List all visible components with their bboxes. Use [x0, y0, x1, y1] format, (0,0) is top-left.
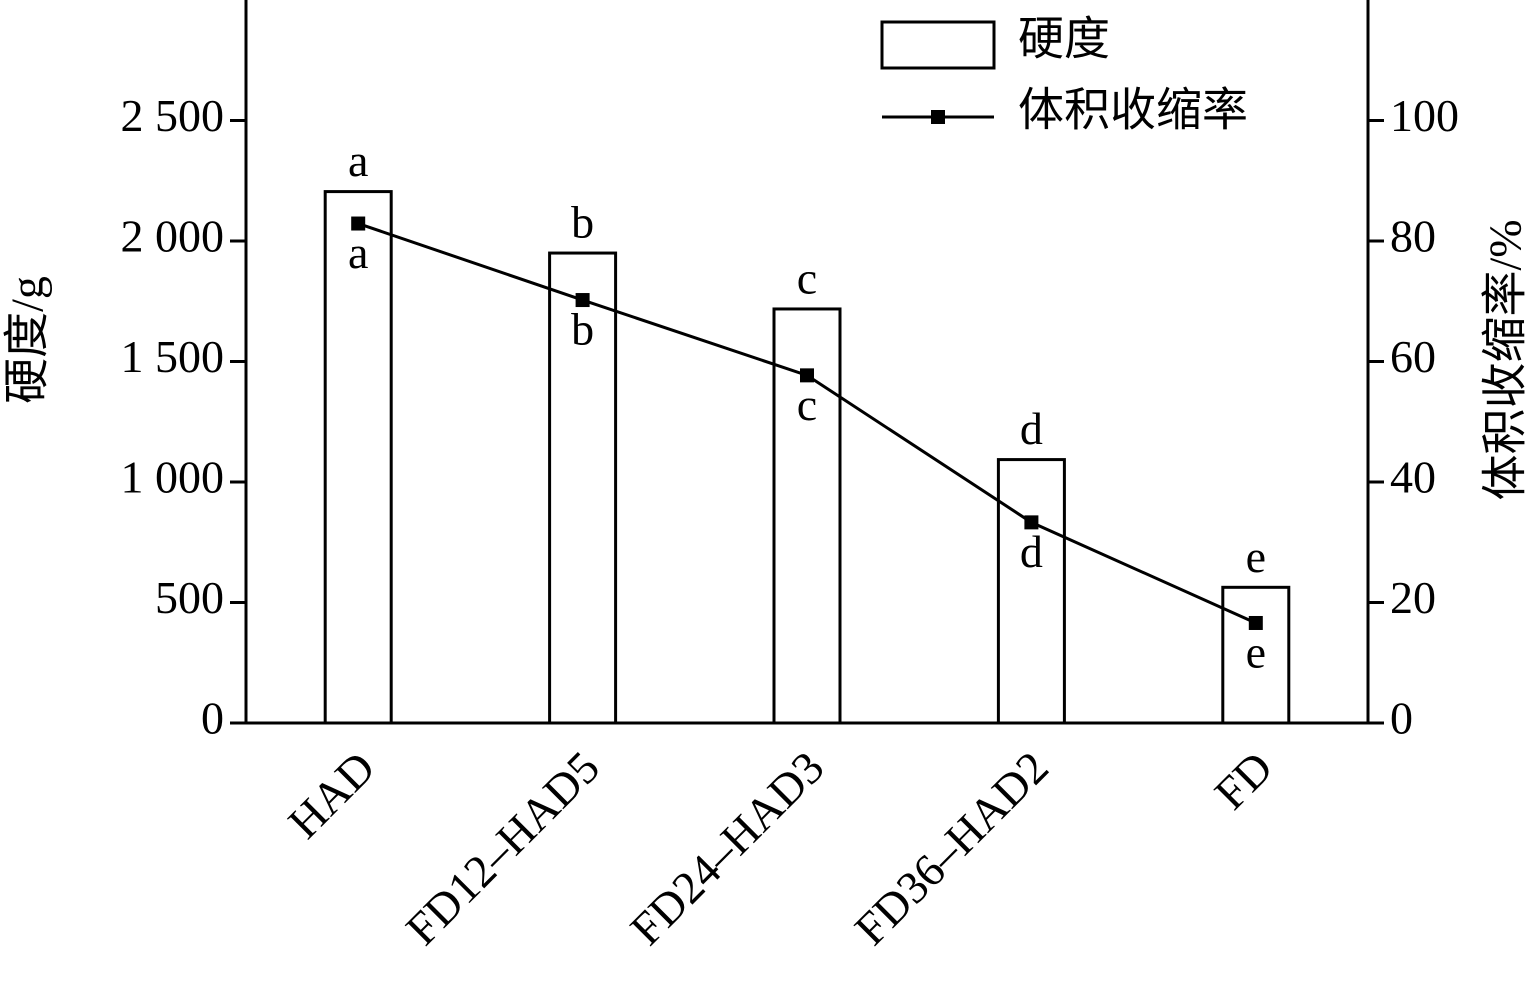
significance-label: e [1246, 531, 1266, 582]
x-tick-label: FD12–HAD5 [396, 741, 609, 954]
y-tick-label: 2 000 [121, 211, 225, 262]
significance-label: d [1020, 403, 1043, 454]
x-tick-label: HAD [278, 741, 385, 848]
y2-tick-label: 60 [1390, 331, 1436, 382]
significance-label: c [797, 379, 817, 430]
y2-tick-label: 40 [1390, 452, 1436, 503]
bar [996, 458, 1066, 725]
y-tick-label: 500 [155, 572, 224, 623]
y2-tick-label: 100 [1390, 90, 1459, 141]
significance-label: c [797, 253, 817, 304]
significance-label: a [348, 227, 368, 278]
y-tick-label: 1 500 [121, 331, 225, 382]
y-tick-label: 1 000 [121, 452, 225, 503]
y2-tick-label: 0 [1390, 693, 1413, 744]
bar [548, 251, 618, 725]
x-tick-label: FD24–HAD3 [620, 741, 833, 954]
y-tick-label: 2 500 [121, 90, 225, 141]
significance-label: d [1020, 526, 1043, 577]
significance-label: b [571, 304, 594, 355]
significance-label: b [571, 197, 594, 248]
bar [772, 307, 842, 725]
significance-label: e [1246, 627, 1266, 678]
marker [1024, 515, 1039, 530]
marker [575, 293, 590, 308]
bar [1221, 585, 1291, 725]
x-tick-label: FD [1205, 741, 1283, 819]
y-axis-label: 硬度/g [2, 276, 53, 404]
y2-tick-label: 20 [1390, 572, 1436, 623]
legend-swatch-marker [931, 110, 945, 124]
marker [800, 368, 814, 383]
y-tick-label: 0 [201, 693, 224, 744]
legend-label: 体积收缩率 [1018, 85, 1248, 136]
y2-tick-label: 80 [1390, 211, 1436, 262]
x-tick-label: FD36–HAD2 [845, 741, 1058, 954]
significance-label: a [348, 135, 368, 186]
y2-axis-label: 体积收缩率/% [1480, 219, 1531, 500]
marker [1248, 615, 1263, 630]
legend-label: 硬度 [1018, 14, 1110, 65]
bar [323, 190, 393, 725]
marker [351, 216, 366, 231]
legend-swatch-bar [880, 20, 996, 70]
